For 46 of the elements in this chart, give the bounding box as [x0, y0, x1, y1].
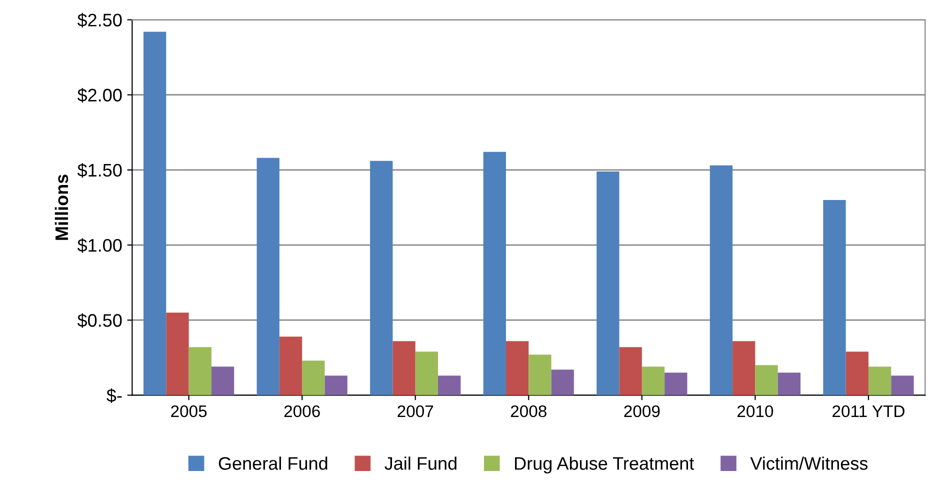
bar: [778, 372, 801, 396]
x-tick-label: 2006: [284, 405, 320, 418]
y-tick-label: $2.00: [77, 88, 122, 103]
bar: [506, 341, 529, 396]
bar: [324, 376, 348, 396]
bar: [188, 347, 212, 396]
legend-label: Jail Fund: [384, 456, 456, 470]
bar: [211, 366, 234, 396]
x-tick-label: 2005: [171, 405, 207, 418]
bar: [392, 341, 416, 396]
bar: [755, 365, 778, 396]
bar: [166, 312, 189, 396]
x-tick-label: 2009: [624, 405, 660, 418]
bar: [891, 376, 914, 396]
bar: [483, 152, 506, 396]
y-tick-label: $0.50: [77, 313, 122, 328]
bar: [868, 366, 892, 396]
bar: [438, 376, 461, 396]
bar: [279, 336, 302, 396]
y-tick-label: $-: [106, 388, 122, 403]
bar: [256, 158, 280, 396]
x-tick-label: 2010: [738, 405, 774, 418]
bar: [143, 32, 166, 396]
y-tick-label: $2.50: [77, 12, 122, 28]
x-tick-label: 2011 YTD: [832, 405, 904, 418]
bar: [528, 354, 552, 396]
bar: [619, 347, 642, 396]
legend-label: Victim/Witness: [750, 456, 868, 470]
x-tick-label: 2008: [510, 405, 546, 418]
bar: [732, 341, 756, 396]
bar: [642, 366, 665, 396]
bar: [710, 165, 733, 396]
bar: [664, 372, 688, 396]
bar: [415, 352, 438, 396]
y-axis-title: Millions: [54, 174, 68, 240]
y-tick-label: $1.00: [77, 238, 122, 253]
bar: [302, 360, 325, 396]
bar: [846, 352, 868, 396]
legend-label: General Fund: [218, 456, 328, 470]
legend-label: Drug Abuse Treatment: [515, 456, 694, 474]
bar: [596, 171, 620, 396]
x-tick-label: 2007: [398, 405, 434, 418]
bar: [823, 200, 846, 396]
y-tick-label: $1.50: [77, 163, 122, 178]
bar: [551, 370, 574, 396]
bar: [370, 160, 393, 396]
